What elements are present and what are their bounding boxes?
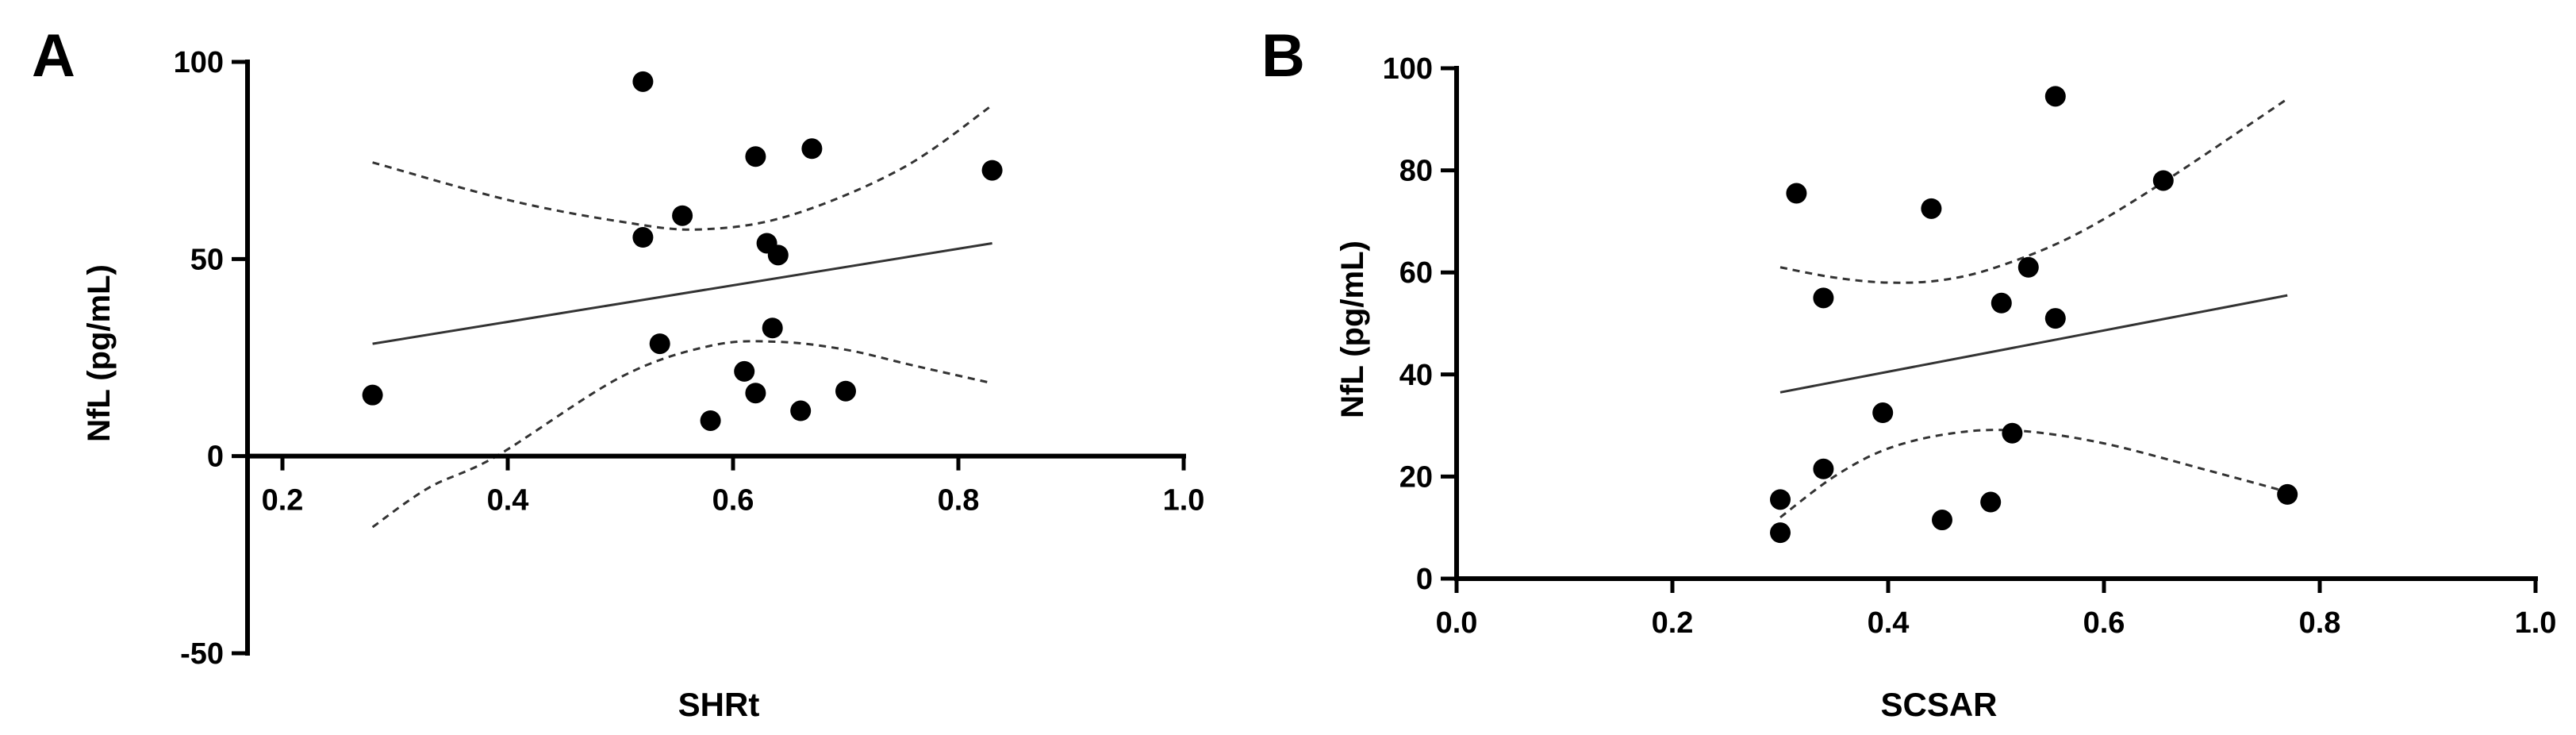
panel-a-data-point (745, 146, 766, 167)
panel-a-x-tick-label: 0.4 (487, 484, 529, 518)
panel-a-data-point (362, 384, 383, 406)
panel-a-data-point (790, 400, 812, 421)
panel-a-data-point (734, 360, 755, 382)
panel-a-y-ticks: -50 0 50 100 (174, 46, 248, 671)
panel-b-data-point (2017, 256, 2039, 278)
panel-a-x-ticks: 0.2 0.4 0.6 0.8 1.0 (262, 456, 1205, 518)
panel-b-x-tick-label: 0.2 (1652, 606, 1694, 640)
panel-a-x-tick-label: 0.2 (262, 484, 304, 518)
panel-a-data-point (672, 205, 693, 226)
panel-b-data-point (1770, 489, 1791, 510)
panel-b-y-ticks: 0 20 40 60 80 100 (1383, 52, 1457, 596)
panel-a-ci-lower (371, 340, 992, 529)
panel-a-data-point (767, 244, 789, 266)
panel-b-y-tick-label: 60 (1399, 256, 1433, 290)
panel-b-data-point (1932, 510, 1952, 531)
panel-a-y-tick-label: -50 (180, 637, 224, 671)
panel-a-x-tick-label: 0.8 (938, 484, 980, 518)
panel-a-ci-lower-curve (371, 340, 992, 529)
panel-b: B 0.0 0.2 0.4 0.6 0.8 1.0 0 20 40 60 80 100 NfL (p… (1261, 22, 2556, 723)
panel-b-data-point (2002, 422, 2023, 444)
panel-b-regression-line (1779, 294, 2288, 394)
panel-b-ci-lower (1779, 429, 2288, 519)
panel-a-data-point (835, 380, 856, 402)
panel-b-data-point (1921, 198, 1942, 219)
panel-b-data-point (2277, 483, 2298, 505)
panel-b-data-point (2044, 86, 2066, 107)
panel-b-ci-upper (1779, 98, 2289, 284)
panel-a-y-tick-label: 100 (174, 46, 224, 79)
panel-b-ci-lower-curve (1779, 429, 2288, 519)
panel-a-y-tick-label: 50 (190, 243, 224, 276)
panel-b-data-point (1980, 491, 2002, 513)
panel-a-data-point (762, 317, 783, 339)
panel-b-x-axis-label: SCSAR (1880, 686, 1997, 723)
panel-a-ci-upper (372, 104, 993, 231)
panel-b-data-point (1813, 287, 1834, 309)
panel-b-data-point (1991, 292, 2012, 314)
panel-a-data-point (801, 138, 823, 160)
panel-a-x-axis-label: SHRt (678, 686, 760, 723)
panel-b-data-point (2044, 308, 2066, 329)
panel-a-x-tick-label: 1.0 (1163, 484, 1205, 518)
panel-a-y-tick-label: 0 (207, 441, 224, 474)
panel-b-data-point (2152, 170, 2174, 191)
panel-b-x-tick-label: 0.8 (2299, 606, 2341, 640)
panel-b-x-tick-label: 0.4 (1868, 606, 1910, 640)
panel-b-y-tick-label: 100 (1383, 52, 1433, 86)
panel-b-y-tick-label: 20 (1399, 460, 1433, 494)
panel-a-data-point (649, 333, 670, 355)
panel-a-data-point (632, 71, 654, 92)
panel-a-y-axis-label: NfL (pg/mL) (82, 264, 117, 442)
panel-b-y-tick-label: 80 (1399, 155, 1433, 188)
panel-b-x-ticks: 0.0 0.2 0.4 0.6 0.8 1.0 (1436, 579, 2557, 640)
panel-a-letter: A (32, 22, 75, 90)
panel-b-data-point (1813, 458, 1834, 479)
panel-b-y-tick-label: 40 (1399, 359, 1433, 392)
panel-a-data-point (745, 383, 766, 404)
panel-b-ci-upper-curve (1779, 98, 2289, 284)
panel-b-x-tick-label: 0.6 (2083, 606, 2125, 640)
panel-b-x-tick-label: 0.0 (1436, 606, 1478, 640)
panel-b-y-tick-label: 0 (1416, 563, 1433, 596)
panel-a-points (362, 71, 1003, 431)
panel-a-data-point (700, 410, 721, 431)
panel-a-x-tick-label: 0.6 (712, 484, 754, 518)
panel-a-ci-upper-curve (372, 104, 993, 231)
panel-b-y-axis-label: NfL (pg/mL) (1335, 241, 1370, 418)
panel-b-data-point (1872, 402, 1894, 424)
panel-b-data-point (1786, 183, 1807, 204)
panel-a-data-point (981, 160, 1003, 181)
panel-a-regression-line (372, 241, 992, 345)
panel-b-points (1770, 86, 2298, 544)
panel-a-data-point (632, 227, 654, 248)
panel-b-data-point (1770, 522, 1791, 544)
panel-b-x-tick-label: 1.0 (2515, 606, 2557, 640)
panel-b-letter: B (1261, 22, 1305, 90)
